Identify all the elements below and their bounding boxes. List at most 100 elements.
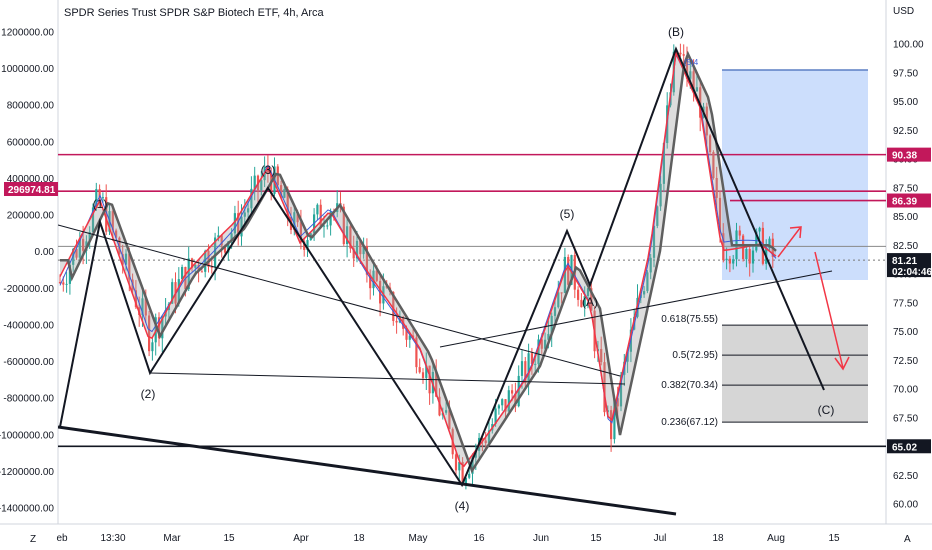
wave-label: (C) (818, 403, 835, 417)
candle-body (685, 55, 689, 79)
candle-body (75, 248, 78, 258)
trendline-lower (58, 425, 677, 516)
candle-body (745, 249, 748, 260)
candle-body (715, 178, 718, 198)
trendline-descending (58, 224, 621, 377)
svg-text:296974.81: 296974.81 (8, 185, 56, 196)
y-right-tick: 60.00 (893, 500, 918, 511)
x-tick: 15 (223, 533, 235, 544)
candle-body (748, 249, 751, 264)
candle-body (151, 342, 154, 352)
candle-body (220, 235, 223, 246)
y-right-tick: 92.50 (893, 126, 918, 137)
y-right-tick: 67.50 (893, 413, 918, 424)
candle-body (349, 226, 352, 249)
candle-body (204, 250, 207, 272)
auto-scale-toggle[interactable]: A (902, 532, 914, 545)
svg-text:81.21: 81.21 (892, 256, 917, 267)
candle-body (217, 235, 220, 238)
y-left-tick: 0.00 (35, 247, 55, 258)
candle-body (299, 222, 302, 242)
candle-body (583, 296, 586, 308)
candle-body (346, 226, 349, 245)
candle-body (253, 175, 256, 189)
candle-body (171, 282, 174, 304)
candle-body (662, 143, 665, 184)
candle-body (362, 245, 365, 255)
candle-body (738, 230, 741, 236)
candle-body (111, 211, 114, 231)
candle-body (91, 207, 95, 233)
candle-body (679, 52, 682, 55)
candle-body (471, 457, 474, 474)
y-left-tick: -1000000.00 (0, 430, 54, 441)
candle-body (240, 216, 243, 237)
left-y-axis: 1200000.00 1000000.00 800000.00 600000.00 40… (0, 28, 54, 515)
price-badge: 65.02 (887, 439, 931, 454)
candle-body (494, 408, 497, 425)
candle-body (501, 399, 504, 406)
candle-body (560, 292, 563, 294)
svg-text:02:04:46: 02:04:46 (892, 267, 932, 278)
y-left-tick: 1200000.00 (1, 28, 54, 39)
candle-body (375, 270, 378, 281)
candle-body (563, 256, 566, 294)
candle-body (514, 393, 517, 407)
candle-body (497, 405, 500, 409)
x-tick: eb (56, 533, 68, 544)
candle-body (286, 188, 289, 218)
candle-body (58, 282, 62, 284)
candle-body (148, 315, 151, 352)
x-axis: eb 13:30 Mar 15 Apr 18 May 16 Jun 15 Jul 18 Aug 15 (56, 533, 840, 544)
candle-body (421, 372, 425, 378)
y-left-tick: 200000.00 (7, 211, 55, 222)
candle-body (392, 291, 395, 321)
x-tick: Apr (293, 533, 309, 544)
candle-body (303, 241, 306, 250)
y-right-tick: 70.00 (893, 385, 918, 396)
candle-body (405, 328, 408, 340)
price-badge: 86.39 (887, 193, 931, 208)
candle-body (712, 152, 715, 179)
candle-body (544, 339, 547, 349)
candle-body (692, 71, 695, 92)
wave-label: (A) (582, 295, 598, 309)
candle-body (484, 440, 487, 444)
fib-zone (722, 325, 868, 423)
wave-label: (2) (141, 387, 156, 401)
y-left-tick: -400000.00 (3, 320, 54, 331)
candle-body (355, 240, 359, 259)
candle-body (322, 225, 326, 227)
candle-body (768, 238, 771, 249)
candle-body (157, 317, 161, 339)
candle-body (144, 298, 147, 316)
candle-body (276, 166, 279, 186)
candle-body (524, 361, 527, 384)
fib-label: 0.618(75.55) (661, 314, 718, 325)
y-left-tick: 400000.00 (7, 174, 55, 185)
candle-body (540, 339, 543, 349)
candle-body (316, 204, 319, 215)
candle-body (230, 233, 233, 242)
candle-body (200, 271, 203, 273)
x-tick: 18 (353, 533, 365, 544)
candle-body (68, 264, 71, 284)
oscillator-gray-line (60, 50, 777, 474)
y-left-tick: 600000.00 (7, 137, 55, 148)
candle-body (243, 212, 246, 217)
log-scale-toggle[interactable]: Z (28, 532, 40, 545)
y-right-tick: 72.50 (893, 356, 918, 367)
candle-body (728, 258, 731, 264)
candle-body (603, 362, 606, 413)
y-right-tick: 75.00 (893, 327, 918, 338)
candle-body (709, 135, 712, 153)
x-tick: Jul (654, 533, 667, 544)
y-right-tick: 100.00 (893, 40, 924, 51)
svg-text:A: A (904, 534, 911, 545)
candle-body (553, 307, 557, 316)
wave-label: (4) (455, 499, 470, 513)
candle-body (577, 289, 580, 300)
candle-body (659, 183, 662, 207)
trendline-rising (439, 270, 833, 348)
